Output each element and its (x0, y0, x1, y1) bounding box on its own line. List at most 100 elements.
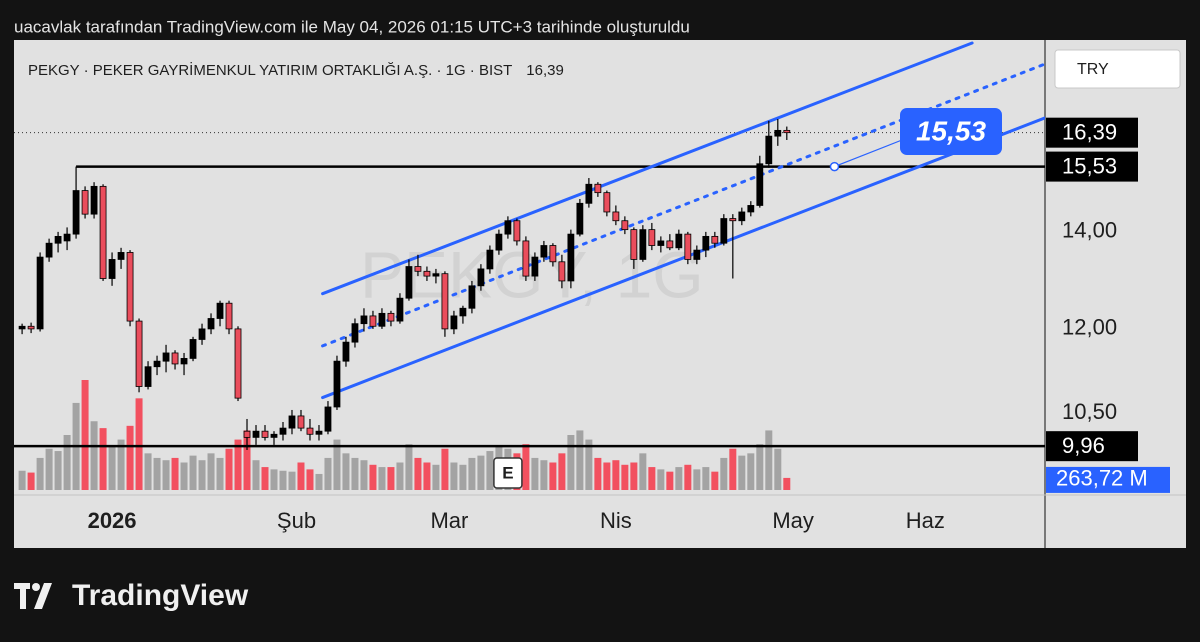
volume-bar (288, 471, 296, 490)
symbol-title: PEKGY · PEKER GAYRİMENKUL YATIRIM ORTAKL… (28, 61, 564, 79)
candle-body (504, 220, 512, 235)
price-axis-label-box (1046, 117, 1138, 148)
candle-body (81, 190, 89, 215)
volume-bar (540, 460, 548, 490)
volume-bar (450, 462, 458, 490)
volume-axis-label: 263,72 M (1056, 466, 1148, 491)
volume-bar (684, 464, 692, 490)
volume-bar (18, 470, 26, 490)
volume-bar (108, 446, 116, 490)
candle-body (414, 266, 422, 272)
x-tick-label: 2026 (88, 508, 137, 533)
candle-body (684, 233, 692, 260)
candle-body (243, 430, 251, 438)
volume-bar (243, 430, 251, 490)
candle-body (279, 427, 287, 435)
candle-body (567, 233, 575, 282)
earnings-marker (493, 457, 523, 489)
candle-body (396, 297, 404, 322)
candle-body (360, 315, 368, 325)
currency-label[interactable]: TRY (1077, 61, 1109, 78)
volume-bar (783, 477, 791, 490)
candle-body (189, 339, 197, 359)
volume-bar (585, 439, 593, 490)
candle-body (351, 323, 359, 343)
candle-body (234, 328, 242, 399)
volume-bar (522, 444, 530, 490)
volume-bar (36, 457, 44, 490)
candle-body (675, 233, 683, 249)
header: uacavlak tarafından TradingView.com ile … (14, 17, 690, 36)
trend-line (321, 41, 974, 296)
volume-bar (162, 460, 170, 490)
volume-bar (153, 457, 161, 490)
volume-bar (270, 469, 278, 490)
candle-body (774, 129, 782, 137)
candle-body (756, 163, 764, 206)
price-axis-label: 9,96 (1062, 433, 1105, 458)
candle-body (162, 352, 170, 362)
candle-body (747, 205, 755, 213)
candle-body (180, 358, 188, 365)
candle-body (513, 220, 521, 242)
candle-body (603, 192, 611, 213)
volume-bar (711, 471, 719, 490)
volume-bar (666, 471, 674, 490)
callout-connector (834, 139, 903, 168)
candle-body (171, 352, 179, 365)
candle-body (450, 315, 458, 330)
volume-bar (549, 462, 557, 490)
volume-bar (675, 467, 683, 490)
callout-point (829, 161, 840, 172)
volume-bar (234, 439, 242, 490)
volume-bar (765, 430, 773, 490)
volume-bar (558, 453, 566, 490)
currency-button[interactable] (1054, 49, 1181, 89)
volume-bar (171, 457, 179, 490)
candle-body (126, 252, 134, 322)
candle-body (585, 183, 593, 204)
volume-axis-label-box (1046, 466, 1170, 493)
candle-body (324, 406, 332, 432)
candle-body (18, 325, 26, 330)
candle-body (387, 312, 395, 322)
volume-bar (297, 462, 305, 490)
volume-bar (189, 455, 197, 490)
trend-line (321, 116, 1045, 400)
candle-body (441, 273, 449, 330)
candle-body (423, 270, 431, 277)
volume-bar (315, 473, 323, 490)
volume-bar (81, 380, 89, 490)
volume-bar (738, 455, 746, 490)
volume-bar (261, 467, 269, 490)
candle-body (729, 218, 737, 222)
candle-body (288, 415, 296, 429)
price-axis-label: 16,39 (1062, 119, 1117, 144)
volume-bar (45, 448, 53, 490)
candle-body (630, 229, 638, 260)
candle-body (495, 233, 503, 251)
volume-bar (432, 464, 440, 490)
volume-bar (369, 464, 377, 490)
candle-body (207, 318, 215, 330)
volume-bar (477, 455, 485, 490)
candle-body (27, 325, 35, 330)
volume-bar (630, 462, 638, 490)
candle-body (765, 135, 773, 165)
volume-bar (27, 472, 35, 490)
price-axis-label-box (1046, 431, 1138, 462)
candle-body (90, 185, 98, 215)
logo-part (20, 583, 26, 609)
volume-bar (459, 464, 467, 490)
candle-body (711, 235, 719, 244)
x-tick-label: Şub (277, 508, 316, 533)
candle-body (99, 185, 107, 279)
volume-bar (180, 462, 188, 490)
volume-bar (117, 439, 125, 490)
candle-body (639, 229, 647, 260)
volume-bar (360, 460, 368, 490)
candle-body (117, 252, 125, 260)
volume-bar (144, 453, 152, 490)
candle-body (225, 302, 233, 330)
